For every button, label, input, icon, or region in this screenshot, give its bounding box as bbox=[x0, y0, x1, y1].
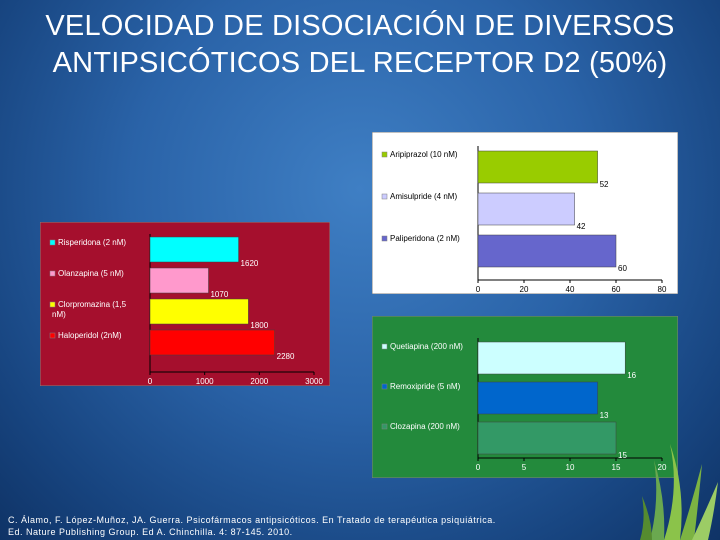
left-value-label-3: 1800 bbox=[250, 321, 268, 330]
left-legend-swatch-4 bbox=[49, 332, 56, 339]
left-legend-swatch-2 bbox=[49, 270, 56, 277]
top-bar-1 bbox=[477, 150, 598, 184]
left-bar-4 bbox=[149, 329, 275, 356]
citation: C. Álamo, F. López-Muñoz, JA. Guerra. Ps… bbox=[8, 514, 568, 538]
top-legend-label-3: Paliperidona (2 nM) bbox=[390, 234, 460, 243]
citation-line-1: C. Álamo, F. López-Muñoz, JA. Guerra. Ps… bbox=[8, 515, 496, 525]
left-tick-label-2000: 2000 bbox=[250, 377, 268, 386]
left-legend-label-1: Risperidona (2 nM) bbox=[58, 238, 126, 247]
chart-left-panel: 0 1000 2000 3000 1620 Risperidona (2 nM) 1070 O… bbox=[40, 222, 330, 386]
bottom-value-label-2: 13 bbox=[600, 411, 609, 420]
left-tick-label-0: 0 bbox=[148, 377, 153, 386]
top-legend-label-1: Aripiprazol (10 nM) bbox=[390, 150, 458, 159]
left-value-label-2: 1070 bbox=[210, 290, 228, 299]
left-legend-label-4: Haloperidol (2nM) bbox=[58, 331, 122, 340]
decorative-grass-image bbox=[640, 444, 718, 540]
bottom-legend-label-1: Quetiapina (200 nM) bbox=[390, 342, 463, 351]
bottom-tick-label-0: 0 bbox=[476, 463, 481, 472]
top-bar-2 bbox=[477, 192, 575, 226]
left-legend-swatch-3 bbox=[49, 301, 56, 308]
left-bar-1 bbox=[149, 236, 239, 263]
top-value-label-2: 42 bbox=[577, 222, 586, 231]
left-bar-3 bbox=[149, 298, 249, 325]
top-tick-label-0: 0 bbox=[476, 285, 481, 294]
bottom-bar-3 bbox=[477, 421, 617, 455]
bottom-legend-label-2: Remoxipride (5 nM) bbox=[390, 382, 461, 391]
top-tick-label-40: 40 bbox=[566, 285, 575, 294]
top-legend-swatch-3 bbox=[381, 235, 388, 242]
top-value-label-3: 60 bbox=[618, 264, 627, 273]
bottom-value-label-3: 15 bbox=[618, 451, 627, 460]
left-bar-2 bbox=[149, 267, 209, 294]
bottom-bar-2 bbox=[477, 381, 598, 415]
left-tick-label-1000: 1000 bbox=[196, 377, 214, 386]
left-tick-label-3000: 3000 bbox=[305, 377, 323, 386]
bottom-tick-label-5: 5 bbox=[522, 463, 527, 472]
left-legend-label-3: Clorpromazina (1,5 nM) bbox=[52, 300, 127, 319]
bottom-legend-swatch-2 bbox=[381, 383, 388, 390]
citation-line-2: Ed. Nature Publishing Group. Ed A. Chinc… bbox=[8, 527, 293, 537]
bottom-bar-1 bbox=[477, 341, 626, 375]
chart-top-panel: 0 20 40 60 80 52 Aripiprazol (10 nM) 42 Amisulpr… bbox=[372, 132, 678, 294]
top-legend-swatch-2 bbox=[381, 193, 388, 200]
top-bar-3 bbox=[477, 234, 617, 268]
top-legend-swatch-1 bbox=[381, 151, 388, 158]
bottom-legend-label-3: Clozapina (200 nM) bbox=[390, 422, 460, 431]
bottom-legend-swatch-3 bbox=[381, 423, 388, 430]
bottom-tick-label-10: 10 bbox=[566, 463, 575, 472]
bottom-tick-label-15: 15 bbox=[612, 463, 621, 472]
slide-title: VELOCIDAD DE DISOCIACIÓN DE DIVERSOS ANT… bbox=[0, 8, 720, 82]
left-value-label-4: 2280 bbox=[277, 352, 295, 361]
bottom-legend-swatch-1 bbox=[381, 343, 388, 350]
top-tick-label-80: 80 bbox=[658, 285, 667, 294]
title-line-2: ANTIPSICÓTICOS DEL RECEPTOR D2 (50%) bbox=[52, 47, 668, 79]
left-value-label-1: 1620 bbox=[241, 259, 259, 268]
top-value-label-1: 52 bbox=[600, 180, 609, 189]
bottom-value-label-1: 16 bbox=[627, 371, 636, 380]
bottom-tick-label-20: 20 bbox=[658, 463, 667, 472]
top-legend-label-2: Amisulpride (4 nM) bbox=[390, 192, 457, 201]
chart-bottom-panel: 0 5 10 15 20 16 Quetiapina (200 nM) 13 Remoxipri… bbox=[372, 316, 678, 478]
title-line-1: VELOCIDAD DE DISOCIACIÓN DE DIVERSOS bbox=[45, 10, 675, 42]
left-legend-label-2: Olanzapina (5 nM) bbox=[58, 269, 124, 278]
left-legend-swatch-1 bbox=[49, 239, 56, 246]
top-tick-label-60: 60 bbox=[612, 285, 621, 294]
top-tick-label-20: 20 bbox=[520, 285, 529, 294]
